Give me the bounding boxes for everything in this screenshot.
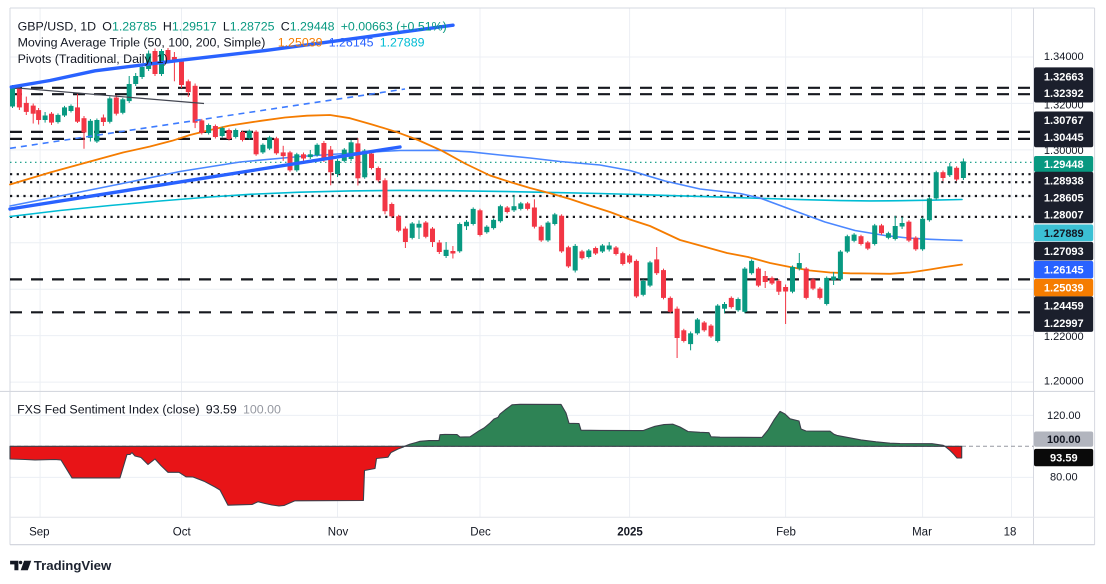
svg-text:1.32392: 1.32392 (1044, 88, 1084, 100)
svg-text:Oct: Oct (173, 527, 192, 539)
svg-text:Nov: Nov (328, 527, 349, 539)
svg-text:1.32663: 1.32663 (1044, 72, 1084, 84)
svg-text:93.59: 93.59 (1050, 453, 1078, 465)
svg-text:1.24459: 1.24459 (1044, 300, 1084, 312)
svg-text:1.34000: 1.34000 (1044, 51, 1084, 63)
svg-text:1.30767: 1.30767 (1044, 115, 1084, 127)
svg-text:Dec: Dec (470, 527, 491, 539)
svg-text:FXS Fed Sentiment Index (close: FXS Fed Sentiment Index (close) 93.59 10… (17, 402, 281, 416)
svg-text:1.20000: 1.20000 (1044, 375, 1084, 387)
svg-text:1.25039: 1.25039 (1044, 283, 1084, 295)
svg-text:Moving Average Triple (50, 100: Moving Average Triple (50, 100, 200, Sim… (18, 36, 425, 50)
svg-text:1.30000: 1.30000 (1044, 145, 1084, 157)
svg-text:1.30445: 1.30445 (1044, 132, 1084, 144)
svg-text:100.00: 100.00 (1047, 434, 1081, 446)
svg-text:1.22000: 1.22000 (1044, 331, 1084, 343)
svg-text:80.00: 80.00 (1050, 472, 1078, 484)
svg-text:TradingView: TradingView (34, 558, 112, 573)
svg-text:18: 18 (1004, 527, 1017, 539)
svg-text:1.28605: 1.28605 (1044, 193, 1084, 205)
svg-text:1.28938: 1.28938 (1044, 175, 1084, 187)
svg-text:1.26145: 1.26145 (1044, 265, 1084, 277)
svg-text:Sep: Sep (29, 527, 49, 539)
svg-text:120.00: 120.00 (1047, 410, 1081, 422)
svg-text:1.27889: 1.27889 (1044, 228, 1084, 240)
svg-text:Pivots (Traditional, Daily, 1): Pivots (Traditional, Daily, 1) (18, 52, 168, 66)
svg-text:GBP/USD, 1D O1.28785 H1.29517: GBP/USD, 1D O1.28785 H1.29517 L1.28725 C… (18, 20, 447, 34)
svg-text:Mar: Mar (912, 527, 932, 539)
svg-text:Feb: Feb (776, 527, 796, 539)
svg-text:2025: 2025 (617, 527, 643, 539)
svg-text:1.29448: 1.29448 (1044, 159, 1084, 171)
svg-text:1.22997: 1.22997 (1044, 318, 1084, 330)
svg-text:1.27093: 1.27093 (1044, 246, 1084, 258)
svg-text:1.28007: 1.28007 (1044, 210, 1084, 222)
